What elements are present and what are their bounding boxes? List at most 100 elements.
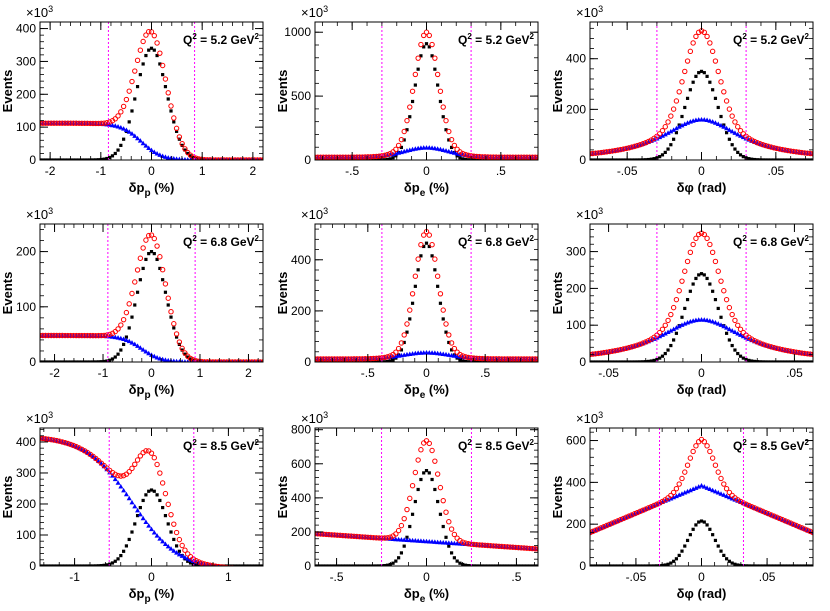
total-point: [473, 542, 480, 548]
total-point: [590, 151, 593, 157]
total-point: [236, 565, 240, 566]
total-point: [140, 38, 146, 45]
background-point: [724, 493, 730, 499]
signal-point: [402, 138, 406, 142]
signal-point: [96, 360, 101, 362]
signal-point: [141, 62, 145, 66]
background-point: [151, 353, 157, 359]
background-point: [718, 122, 724, 128]
signal-point: [525, 564, 529, 566]
signal-point: [391, 358, 395, 362]
background-point: [679, 322, 685, 327]
total-point: [765, 143, 772, 150]
background-point: [238, 566, 243, 571]
signal-point: [85, 564, 89, 566]
total-point: [668, 113, 674, 119]
background-point: [679, 122, 685, 128]
signal-point: [250, 564, 254, 566]
total-point: [112, 116, 118, 122]
signal-point: [811, 360, 813, 362]
signal-point: [607, 360, 612, 362]
y-multiplier-base: ×10: [26, 411, 48, 426]
x-tick-label: 2: [245, 366, 252, 380]
total-point: [233, 565, 237, 566]
total-point: [115, 326, 121, 332]
total-point: [173, 125, 180, 132]
background-point: [140, 515, 146, 521]
total-point: [190, 154, 197, 160]
signal-point: [644, 158, 648, 160]
total-point: [126, 301, 132, 307]
q2-value: = 8.5 GeV: [747, 439, 805, 453]
signal-point: [80, 564, 84, 566]
signal-point: [74, 360, 78, 362]
signal-point: [116, 352, 120, 356]
total-point: [443, 509, 449, 515]
total-point: [479, 154, 485, 160]
total-point: [510, 544, 516, 550]
signal-point: [736, 351, 740, 356]
total-point: [723, 296, 730, 303]
signal-point: [441, 115, 445, 119]
background-point: [162, 541, 168, 547]
background-point: [693, 485, 699, 490]
signal-point: [755, 158, 759, 160]
signal-point: [377, 564, 381, 566]
total-point: [418, 447, 424, 453]
x-tick-label: 1: [199, 164, 206, 178]
signal-point: [599, 564, 603, 566]
x-axis-label-main: δp: [404, 180, 420, 195]
total-point: [45, 332, 52, 339]
signal-point: [669, 561, 673, 565]
background-point: [726, 326, 732, 332]
signal-point: [169, 315, 173, 319]
total-point: [398, 340, 405, 346]
signal-point: [616, 360, 620, 362]
signal-point: [719, 114, 723, 119]
total-point: [510, 154, 516, 160]
signal-point: [472, 360, 476, 362]
total-point: [785, 348, 791, 354]
total-point: [224, 564, 229, 566]
total-point: [84, 120, 91, 127]
total-point: [760, 341, 766, 347]
y-multiplier-base: ×10: [576, 207, 598, 222]
total-point: [723, 485, 730, 492]
total-point: [59, 332, 65, 339]
total-point: [513, 544, 519, 551]
signal-point: [780, 564, 784, 566]
total-point: [331, 154, 338, 160]
total-point: [726, 106, 733, 112]
q2-sup: 2: [742, 32, 747, 41]
signal-point: [789, 564, 793, 566]
total-point: [446, 519, 452, 525]
total-point: [173, 331, 180, 337]
y-tick-label: 400: [16, 435, 36, 449]
background-point: [129, 131, 135, 136]
signal-point: [186, 355, 190, 359]
signal-point: [149, 488, 154, 492]
background-point: [724, 125, 730, 131]
background-point: [135, 507, 141, 513]
background-point: [732, 130, 738, 135]
x-tick-label: -.05: [617, 164, 638, 178]
total-point: [656, 131, 663, 137]
signal-point: [458, 156, 462, 160]
total-point: [42, 332, 49, 339]
signal-point: [172, 326, 176, 330]
signal-point: [55, 360, 59, 362]
background-point: [160, 538, 166, 544]
signal-point: [783, 360, 787, 362]
signal-point: [416, 268, 420, 272]
signal-point: [658, 356, 662, 360]
signal-point: [794, 564, 798, 566]
background-point: [699, 483, 704, 488]
total-point: [93, 332, 99, 339]
total-point: [746, 502, 752, 509]
total-point: [315, 154, 321, 160]
total-point: [737, 127, 744, 134]
signal-point: [688, 88, 692, 92]
signal-point: [466, 158, 470, 160]
